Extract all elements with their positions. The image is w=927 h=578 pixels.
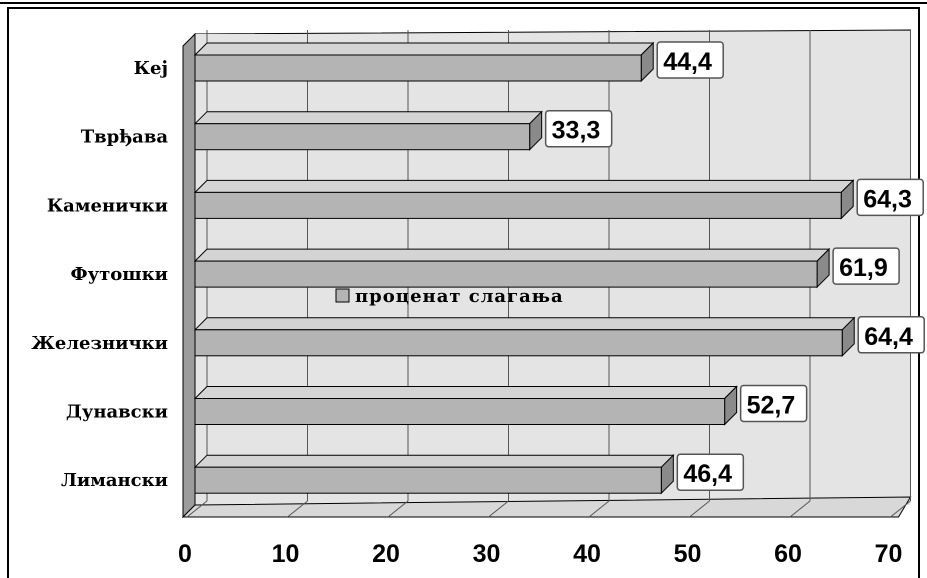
- category-label: Футошки: [71, 264, 168, 285]
- floor-gridline: [890, 500, 911, 518]
- bar: [193, 316, 856, 358]
- x-tick-label: 30: [473, 540, 501, 568]
- data-label-text: 64,4: [864, 323, 913, 351]
- bar-front-face: [194, 123, 531, 151]
- bar: [193, 453, 675, 495]
- bar-top-face: [193, 386, 738, 399]
- data-label-text: 61,9: [839, 254, 888, 282]
- x-tick-label: 0: [178, 540, 192, 568]
- bar-top-face: [193, 179, 855, 193]
- x-tick-label: 70: [875, 540, 903, 568]
- data-label: 52,7: [739, 384, 808, 423]
- floor-gridline: [186, 500, 208, 518]
- legend-label: проценат слагања: [355, 286, 564, 307]
- bar: [193, 385, 738, 426]
- floor-gridline: [387, 500, 409, 518]
- bar-front-face: [194, 260, 818, 288]
- bar: [193, 41, 655, 83]
- bar-front-face: [194, 191, 842, 219]
- bar-top-face: [193, 454, 675, 468]
- data-label-box: [856, 178, 924, 217]
- legend-swatch: [335, 288, 350, 303]
- data-label-text: 44,4: [663, 48, 712, 76]
- data-label: 46,4: [676, 453, 745, 491]
- bar-front-face: [194, 329, 843, 357]
- bar-top-face: [193, 111, 543, 125]
- bar: [193, 110, 543, 151]
- data-label: 44,4: [656, 41, 724, 79]
- x-tick-label: 10: [272, 540, 300, 568]
- category-label: Железнички: [31, 333, 168, 354]
- floor-gridline: [287, 500, 308, 518]
- x-tick-label: 60: [774, 540, 802, 568]
- bar-top-face: [193, 317, 856, 331]
- legend: проценат слагања: [335, 286, 564, 307]
- category-label: Дунавски: [66, 402, 168, 423]
- data-label-text: 46,4: [683, 460, 732, 488]
- floor-gridline: [588, 500, 610, 518]
- x-tick-labels: 0 10 20 30 40 50 60 70: [178, 540, 902, 568]
- floor-gridline: [789, 500, 811, 518]
- x-tick-label: 50: [674, 540, 702, 568]
- category-label: Кеј: [134, 58, 168, 79]
- bar: [193, 247, 831, 289]
- data-label: 61,9: [832, 247, 900, 285]
- data-label-text: 33,3: [552, 117, 601, 145]
- category-label: Лимански: [61, 470, 168, 491]
- category-label: Тврђава: [81, 127, 169, 148]
- data-labels: 44,4 33,3 64,3 61,9 64,4 52,7 46,4: [544, 41, 925, 491]
- data-label-box: [676, 453, 745, 491]
- data-label-box: [857, 316, 925, 354]
- bar-front-face: [194, 466, 662, 494]
- bar-top-face: [193, 248, 831, 262]
- bars: [193, 41, 856, 495]
- data-label-box: [656, 41, 724, 79]
- data-label-text: 52,7: [747, 392, 796, 420]
- x-tick-label: 40: [573, 540, 601, 568]
- data-label: 33,3: [544, 109, 613, 148]
- data-label-box: [739, 384, 808, 423]
- data-label-box: [544, 109, 613, 148]
- bar-front-face: [194, 54, 642, 82]
- x-tick-label: 20: [372, 540, 400, 568]
- data-label-text: 64,3: [863, 185, 912, 213]
- floor-gridline: [488, 500, 509, 518]
- data-label: 64,3: [856, 178, 924, 217]
- data-label-box: [832, 247, 900, 285]
- data-label: 64,4: [857, 316, 925, 354]
- category-labels: Кеј Тврђава Каменички Футошки Железнички Дуна…: [31, 58, 168, 491]
- floor-gridline: [689, 500, 710, 518]
- bar: [193, 179, 855, 220]
- bar-top-face: [193, 42, 655, 56]
- bar-front-face: [194, 398, 726, 425]
- category-label: Каменички: [47, 195, 168, 216]
- left-wall: [182, 32, 196, 519]
